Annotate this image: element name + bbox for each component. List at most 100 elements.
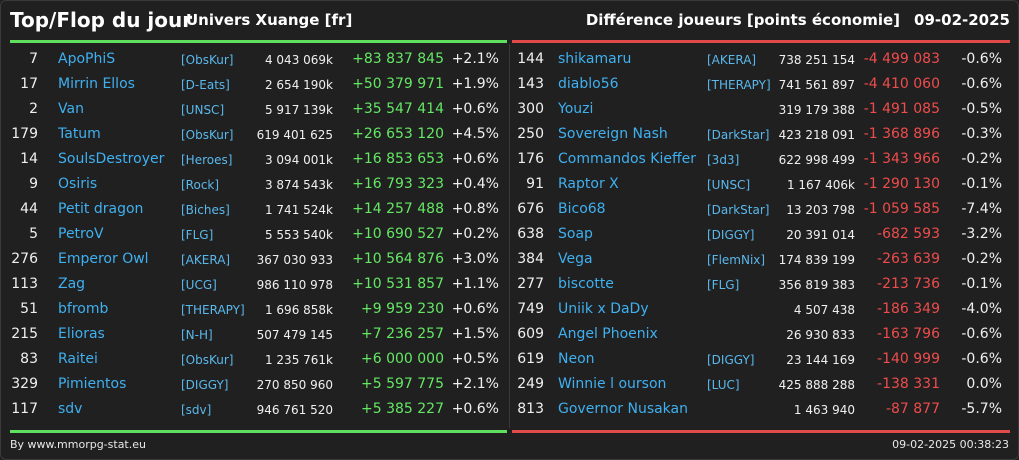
player-name-link[interactable]: Elioras [58, 326, 105, 342]
player-rank: 9 [29, 176, 38, 192]
points-difference: -682 593 [877, 226, 940, 242]
alliance-tag-link[interactable]: [THERAPY] [707, 78, 771, 92]
alliance-tag-link[interactable]: [UCG] [181, 278, 217, 292]
bottom-divider-red [512, 430, 1010, 433]
alliance-tag-link[interactable]: [DIGGY] [707, 353, 755, 367]
player-points: 5 917 139k [264, 103, 333, 117]
player-name-link[interactable]: Youzi [558, 101, 594, 117]
player-rank: 250 [517, 126, 544, 142]
player-points: 1 235 761k [264, 353, 333, 367]
subtitle: Différence joueurs [points économie] [585, 11, 901, 29]
player-name-link[interactable]: Pimientos [58, 376, 127, 392]
player-name-link[interactable]: bfromb [58, 301, 109, 317]
player-points: 270 850 960 [256, 378, 333, 392]
points-difference: +10 531 857 [352, 276, 444, 292]
alliance-tag-link[interactable]: [ObsKur] [181, 53, 234, 67]
player-name-link[interactable]: Soap [558, 226, 593, 242]
player-name-link[interactable]: Angel Phoenix [558, 326, 658, 342]
alliance-tag-link[interactable]: [FlemNix] [707, 253, 766, 267]
footer-credit: By www.mmorpg-stat.eu [10, 438, 146, 451]
player-name-link[interactable]: Winnie l ourson [558, 376, 667, 392]
points-difference: +5 385 227 [361, 401, 444, 417]
player-points: 946 761 520 [256, 403, 333, 417]
table-row: 2 Van [UNSC] 5 917 139k +35 547 414 +0.6% [10, 98, 507, 123]
player-points: 5 553 540k [264, 228, 333, 242]
table-row: 813 Governor Nusakan 1 463 940 -87 877 -5.7% [512, 398, 1010, 423]
alliance-tag-link[interactable]: [3d3] [707, 153, 740, 167]
player-name-link[interactable]: Raptor X [558, 176, 619, 192]
percent-change: +4.5% [451, 126, 499, 142]
player-name-link[interactable]: Tatum [58, 126, 101, 142]
player-name-link[interactable]: Commandos Kieffer [558, 151, 696, 167]
player-name-link[interactable]: SoulsDestroyer [58, 151, 165, 167]
percent-change: +1.9% [451, 76, 499, 92]
alliance-tag-link[interactable]: [ObsKur] [181, 353, 234, 367]
table-row: 51 bfromb [THERAPY] 1 696 858k +9 959 230 +0.… [10, 298, 507, 323]
table-row: 329 Pimientos [DIGGY] 270 850 960 +5 597 775… [10, 373, 507, 398]
alliance-tag-link[interactable]: [THERAPY] [181, 303, 245, 317]
player-name-link[interactable]: Raitei [58, 351, 98, 367]
alliance-tag-link[interactable]: [FLG] [707, 278, 740, 292]
points-difference: -186 349 [877, 301, 940, 317]
alliance-tag-link[interactable]: [DIGGY] [707, 228, 755, 242]
percent-change: +0.5% [451, 351, 499, 367]
percent-change: +1.1% [451, 276, 499, 292]
alliance-tag-link[interactable]: [UNSC] [707, 178, 751, 192]
player-name-link[interactable]: biscotte [558, 276, 614, 292]
player-rank: 276 [11, 251, 38, 267]
alliance-tag-link[interactable]: [LUC] [707, 378, 740, 392]
player-points: 986 110 978 [256, 278, 333, 292]
alliance-tag-link[interactable]: [DarkStar] [707, 203, 770, 217]
alliance-tag-link[interactable]: [sdv] [181, 403, 212, 417]
player-name-link[interactable]: Osiris [58, 176, 98, 192]
player-name-link[interactable]: Petit dragon [58, 201, 144, 217]
player-rank: 113 [11, 276, 38, 292]
player-rank: 215 [11, 326, 38, 342]
top-players-table: 7 ApoPhiS [ObsKur] 4 043 069k +83 837 845 +2.… [10, 48, 507, 423]
player-name-link[interactable]: Vega [558, 251, 593, 267]
player-rank: 249 [517, 376, 544, 392]
points-difference: -1 059 585 [863, 201, 940, 217]
alliance-tag-link[interactable]: [AKERA] [181, 253, 231, 267]
player-points: 4 507 438 [793, 303, 855, 317]
player-rank: 14 [20, 151, 38, 167]
bottom-divider-green [10, 430, 507, 433]
player-name-link[interactable]: Governor Nusakan [558, 401, 688, 417]
alliance-tag-link[interactable]: [AKERA] [707, 53, 757, 67]
player-points: 26 930 833 [786, 328, 855, 342]
alliance-tag-link[interactable]: [Rock] [181, 178, 220, 192]
alliance-tag-link[interactable]: [N-H] [181, 328, 213, 342]
player-rank: 44 [20, 201, 38, 217]
player-name-link[interactable]: Uniik x DaDy [558, 301, 649, 317]
table-row: 176 Commandos Kieffer [3d3] 622 998 499 -1 3… [512, 148, 1010, 173]
player-name-link[interactable]: Sovereign Nash [558, 126, 668, 142]
table-row: 14 SoulsDestroyer [Heroes] 3 094 001k +16 85… [10, 148, 507, 173]
alliance-tag-link[interactable]: [DarkStar] [707, 128, 770, 142]
points-difference: +10 564 876 [352, 251, 444, 267]
alliance-tag-link[interactable]: [FLG] [181, 228, 214, 242]
player-name-link[interactable]: Neon [558, 351, 595, 367]
player-name-link[interactable]: sdv [58, 401, 83, 417]
player-name-link[interactable]: diablo56 [558, 76, 619, 92]
table-row: 144 shikamaru [AKERA] 738 251 154 -4 499 083… [512, 48, 1010, 73]
player-points: 319 179 388 [778, 103, 855, 117]
points-difference: -4 499 083 [863, 51, 940, 67]
player-name-link[interactable]: Emperor Owl [58, 251, 149, 267]
player-name-link[interactable]: Zag [58, 276, 86, 292]
alliance-tag-link[interactable]: [UNSC] [181, 103, 225, 117]
player-name-link[interactable]: ApoPhiS [58, 51, 116, 67]
player-name-link[interactable]: PetroV [58, 226, 104, 242]
alliance-tag-link[interactable]: [Heroes] [181, 153, 233, 167]
table-row: 249 Winnie l ourson [LUC] 425 888 288 -138 3… [512, 373, 1010, 398]
player-name-link[interactable]: Van [58, 101, 84, 117]
alliance-tag-link[interactable]: [DIGGY] [181, 378, 229, 392]
player-name-link[interactable]: shikamaru [558, 51, 632, 67]
table-row: 300 Youzi 319 179 388 -1 491 085 -0.5% [512, 98, 1010, 123]
points-difference: +83 837 845 [352, 51, 444, 67]
alliance-tag-link[interactable]: [D-Eats] [181, 78, 230, 92]
alliance-tag-link[interactable]: [ObsKur] [181, 128, 234, 142]
alliance-tag-link[interactable]: [Biches] [181, 203, 230, 217]
player-name-link[interactable]: Bico68 [558, 201, 606, 217]
player-name-link[interactable]: Mirrin Ellos [58, 76, 135, 92]
column-divider [509, 44, 510, 428]
